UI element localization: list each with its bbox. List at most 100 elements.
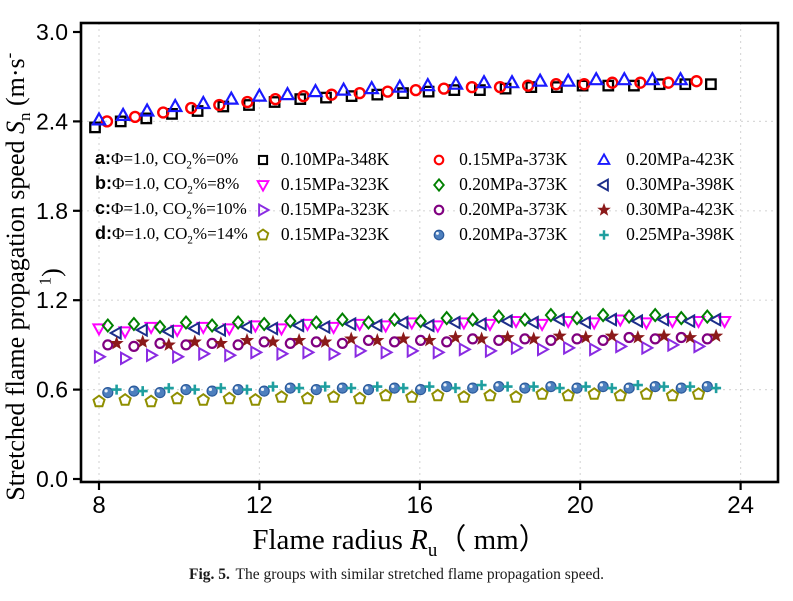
- data-point: [157, 106, 170, 119]
- data-point: [213, 98, 226, 112]
- data-point: [139, 102, 156, 117]
- data-point: [346, 383, 357, 394]
- data-point: [457, 390, 471, 403]
- data-point: [398, 383, 409, 394]
- data-point: [404, 317, 420, 331]
- open-square-icon: [254, 152, 272, 168]
- data-point: [604, 328, 619, 343]
- y-title-close: ): [36, 268, 66, 277]
- data-point: [560, 316, 576, 330]
- data-point: [189, 384, 200, 395]
- svg-text:2.4: 2.4: [36, 108, 68, 134]
- data-point: [499, 313, 513, 329]
- svg-text:1.8: 1.8: [36, 198, 68, 224]
- left-triangle-icon: [595, 177, 613, 193]
- data-point: [424, 381, 435, 392]
- data-point: [167, 97, 184, 113]
- data-point: [372, 381, 383, 392]
- data-point: [102, 387, 114, 399]
- svg-text:12: 12: [246, 492, 273, 519]
- open-diamond-icon: [430, 177, 448, 193]
- data-point: [381, 85, 394, 98]
- data-point: [570, 310, 584, 326]
- svg-text:1.2: 1.2: [36, 287, 68, 313]
- data-point: [503, 73, 521, 89]
- data-point: [535, 387, 549, 400]
- data-point: [161, 337, 176, 351]
- legend-group-formula-post: %=14%: [192, 223, 248, 243]
- data-point: [622, 309, 636, 325]
- y-title-symbol: S: [0, 121, 30, 134]
- data-point: [239, 319, 253, 335]
- data-point: [294, 383, 305, 394]
- data-point: [701, 381, 713, 393]
- data-point: [578, 330, 593, 344]
- data-point: [665, 316, 680, 330]
- caption-number: Fig. 5.: [189, 566, 230, 583]
- data-point: [352, 318, 368, 332]
- star-icon: [595, 202, 613, 218]
- data-point: [639, 317, 654, 331]
- data-point: [297, 89, 310, 103]
- data-point: [623, 382, 635, 394]
- data-point: [630, 330, 645, 344]
- data-point: [180, 384, 192, 396]
- data-point: [467, 333, 479, 345]
- data-point: [474, 331, 489, 345]
- data-point: [258, 336, 270, 348]
- data-point: [328, 346, 342, 362]
- legend-group-formula-post: %=0%: [191, 148, 239, 168]
- data-point: [109, 335, 124, 350]
- data-point: [430, 320, 446, 334]
- x-title-symbol: R: [410, 524, 428, 556]
- data-point: [693, 339, 707, 354]
- data-point: [268, 381, 278, 392]
- data-point: [551, 312, 565, 327]
- data-point: [274, 323, 289, 337]
- data-point: [326, 390, 341, 403]
- data-point: [422, 332, 437, 347]
- data-point: [370, 332, 385, 347]
- right-triangle-icon: [254, 202, 272, 218]
- data-point: [709, 328, 724, 343]
- data-point: [154, 387, 166, 399]
- data-point: [284, 337, 296, 349]
- data-point: [318, 334, 333, 348]
- data-point: [146, 347, 160, 363]
- data-point: [476, 380, 487, 391]
- data-point: [616, 70, 633, 86]
- data-point: [639, 387, 654, 400]
- data-point: [560, 72, 577, 87]
- data-point: [213, 335, 228, 350]
- data-point: [128, 340, 140, 352]
- data-point: [300, 391, 315, 405]
- data-point: [656, 312, 670, 327]
- data-point: [205, 317, 219, 334]
- data-point: [502, 381, 513, 392]
- legend-entry-label: 0.15MPa-323K: [280, 224, 390, 244]
- data-point: [257, 316, 271, 332]
- data-point: [483, 388, 497, 402]
- data-point: [114, 115, 127, 128]
- legend-group-formula: Φ=1.0, CO: [112, 223, 188, 243]
- open-circle-icon: [430, 202, 448, 218]
- data-point: [115, 106, 132, 122]
- data-point: [388, 336, 401, 348]
- legend-row-c: c:Φ=1.0, CO2%=10% 0.15MPa-323K 0.20MPa-3…: [95, 197, 765, 222]
- data-point: [549, 78, 563, 91]
- data-point: [525, 315, 539, 330]
- data-point: [336, 337, 348, 349]
- data-point: [634, 76, 647, 89]
- data-point: [172, 349, 186, 365]
- data-point: [561, 388, 575, 402]
- data-point: [648, 307, 662, 323]
- data-point: [701, 333, 713, 345]
- svg-text:24: 24: [727, 492, 754, 519]
- data-point: [153, 319, 167, 335]
- legend-entry-label: 0.15MPa-373K: [459, 149, 568, 169]
- legend-group-label-d: d:Φ=1.0, CO2%=14%: [95, 223, 254, 246]
- data-point: [223, 90, 240, 105]
- data-point: [482, 318, 498, 332]
- legend-row-d: d:Φ=1.0, CO2%=14% 0.15MPa-323K 0.20MPa-3…: [95, 222, 765, 247]
- data-point: [484, 343, 498, 359]
